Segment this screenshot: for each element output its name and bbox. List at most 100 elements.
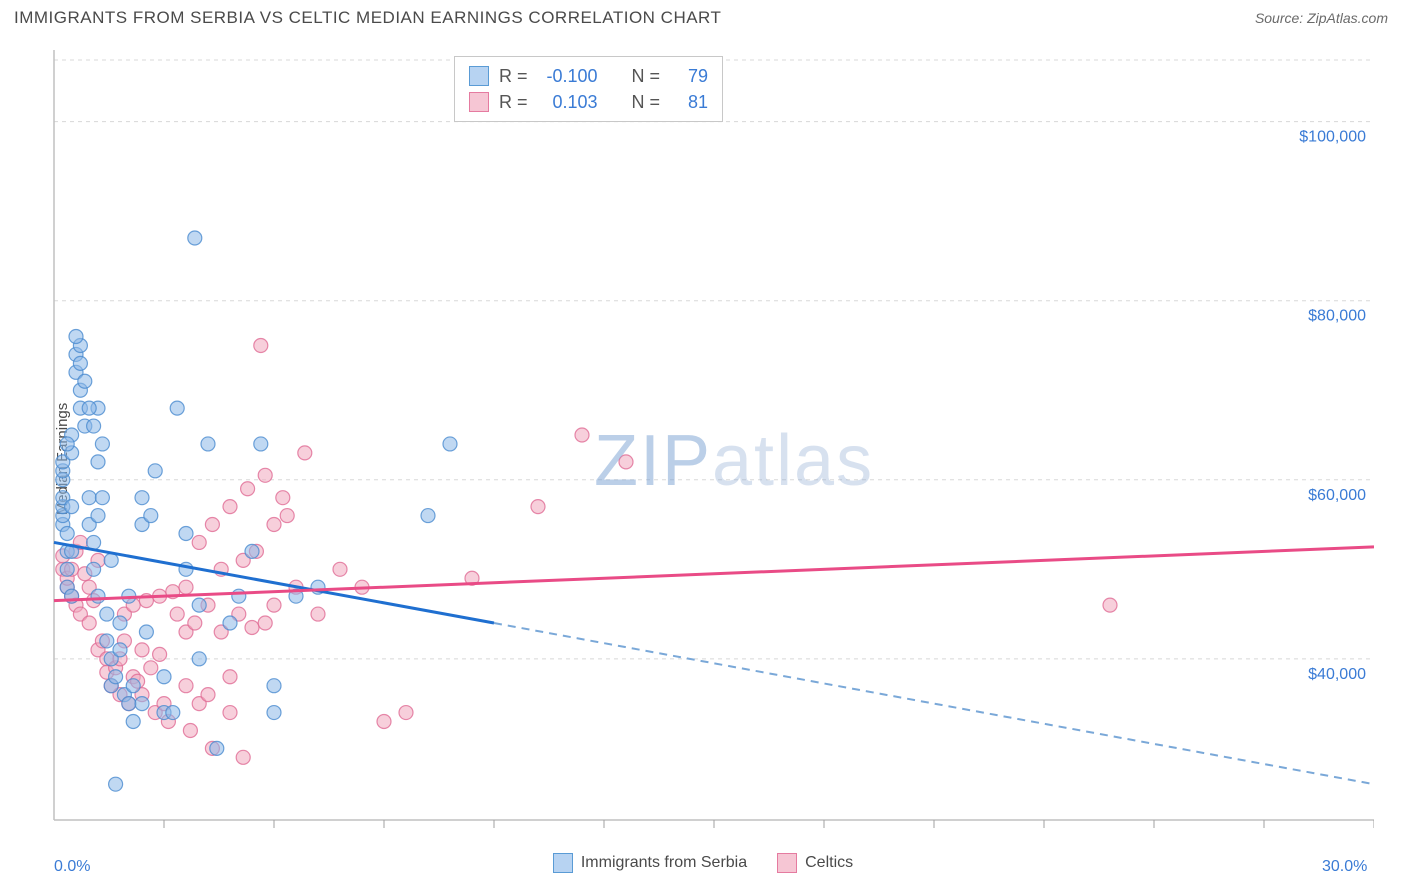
scatter-point-celtics xyxy=(333,562,347,576)
scatter-plot-svg: $40,000 $60,000 $80,000 $100,000 xyxy=(14,40,1374,880)
scatter-point-celtics xyxy=(267,598,281,612)
scatter-point-celtics xyxy=(241,482,255,496)
scatter-point-serbia xyxy=(104,553,118,567)
scatter-point-celtics xyxy=(399,706,413,720)
scatter-point-serbia xyxy=(201,437,215,451)
scatter-point-serbia xyxy=(170,401,184,415)
scatter-point-celtics xyxy=(258,468,272,482)
scatter-point-celtics xyxy=(201,688,215,702)
scatter-point-celtics xyxy=(619,455,633,469)
scatter-point-serbia xyxy=(91,509,105,523)
scatter-point-celtics xyxy=(82,616,96,630)
scatter-point-celtics xyxy=(179,580,193,594)
scatter-point-serbia xyxy=(139,625,153,639)
y-tick-label: $80,000 xyxy=(1308,308,1366,325)
scatter-point-celtics xyxy=(236,750,250,764)
n-value: 81 xyxy=(670,92,708,113)
legend-item: Immigrants from Serbia xyxy=(553,853,747,873)
trendline-serbia-dashed xyxy=(494,623,1374,784)
scatter-point-celtics xyxy=(170,607,184,621)
scatter-point-serbia xyxy=(267,706,281,720)
n-value: 79 xyxy=(670,66,708,87)
chart-area: Median Earnings $40,000$60,000$80,000$10… xyxy=(14,40,1392,878)
scatter-point-celtics xyxy=(254,338,268,352)
scatter-point-serbia xyxy=(443,437,457,451)
scatter-point-celtics xyxy=(298,446,312,460)
scatter-point-serbia xyxy=(223,616,237,630)
scatter-point-celtics xyxy=(258,616,272,630)
scatter-point-serbia xyxy=(192,598,206,612)
scatter-point-serbia xyxy=(65,500,79,514)
r-label: R = xyxy=(499,66,528,87)
scatter-point-celtics xyxy=(188,616,202,630)
scatter-point-celtics xyxy=(179,679,193,693)
scatter-point-celtics xyxy=(205,518,219,532)
scatter-point-serbia xyxy=(166,706,180,720)
scatter-point-celtics xyxy=(280,509,294,523)
scatter-point-serbia xyxy=(73,356,87,370)
scatter-point-serbia xyxy=(91,589,105,603)
scatter-point-celtics xyxy=(135,643,149,657)
scatter-point-serbia xyxy=(126,715,140,729)
n-label: N = xyxy=(632,92,661,113)
scatter-point-serbia xyxy=(135,491,149,505)
scatter-point-serbia xyxy=(245,544,259,558)
r-value: -0.100 xyxy=(538,66,598,87)
y-tick-label: $100,000 xyxy=(1299,129,1366,146)
scatter-point-serbia xyxy=(60,526,74,540)
scatter-point-serbia xyxy=(157,670,171,684)
r-label: R = xyxy=(499,92,528,113)
scatter-point-serbia xyxy=(232,589,246,603)
legend-swatch xyxy=(777,853,797,873)
scatter-point-serbia xyxy=(192,652,206,666)
legend-item: Celtics xyxy=(777,853,853,873)
scatter-point-serbia xyxy=(113,643,127,657)
scatter-point-serbia xyxy=(60,562,74,576)
stats-legend-row: R = -0.100 N = 79 xyxy=(469,63,708,89)
scatter-point-serbia xyxy=(91,455,105,469)
scatter-point-serbia xyxy=(95,437,109,451)
scatter-point-celtics xyxy=(144,661,158,675)
y-tick-label: $60,000 xyxy=(1308,487,1366,504)
scatter-point-celtics xyxy=(531,500,545,514)
y-tick-label: $40,000 xyxy=(1308,666,1366,683)
scatter-point-serbia xyxy=(69,330,83,344)
scatter-point-serbia xyxy=(109,670,123,684)
legend-label: Celtics xyxy=(805,854,853,872)
scatter-point-celtics xyxy=(377,715,391,729)
scatter-point-celtics xyxy=(267,518,281,532)
scatter-point-serbia xyxy=(109,777,123,791)
scatter-point-serbia xyxy=(188,231,202,245)
n-label: N = xyxy=(632,66,661,87)
scatter-point-celtics xyxy=(183,723,197,737)
scatter-point-serbia xyxy=(135,697,149,711)
series-legend: Immigrants from Serbia Celtics xyxy=(14,848,1392,878)
scatter-point-celtics xyxy=(223,706,237,720)
scatter-point-serbia xyxy=(87,419,101,433)
scatter-point-celtics xyxy=(192,535,206,549)
chart-title: IMMIGRANTS FROM SERBIA VS CELTIC MEDIAN … xyxy=(14,8,721,28)
stats-legend-row: R = 0.103 N = 81 xyxy=(469,89,708,115)
r-value: 0.103 xyxy=(538,92,598,113)
scatter-point-serbia xyxy=(421,509,435,523)
scatter-point-serbia xyxy=(82,401,96,415)
scatter-point-serbia xyxy=(100,607,114,621)
correlation-stats-legend: R = -0.100 N = 79 R = 0.103 N = 81 xyxy=(454,56,723,122)
scatter-point-serbia xyxy=(148,464,162,478)
scatter-point-serbia xyxy=(122,697,136,711)
scatter-point-serbia xyxy=(87,562,101,576)
scatter-point-serbia xyxy=(100,634,114,648)
scatter-point-serbia xyxy=(126,679,140,693)
source-attribution: Source: ZipAtlas.com xyxy=(1255,10,1388,26)
legend-label: Immigrants from Serbia xyxy=(581,854,747,872)
scatter-point-celtics xyxy=(245,621,259,635)
scatter-point-celtics xyxy=(1103,598,1117,612)
scatter-point-serbia xyxy=(144,509,158,523)
scatter-point-serbia xyxy=(113,616,127,630)
scatter-point-celtics xyxy=(311,607,325,621)
scatter-point-celtics xyxy=(223,670,237,684)
scatter-point-serbia xyxy=(267,679,281,693)
scatter-point-celtics xyxy=(223,500,237,514)
legend-swatch xyxy=(553,853,573,873)
scatter-point-celtics xyxy=(575,428,589,442)
